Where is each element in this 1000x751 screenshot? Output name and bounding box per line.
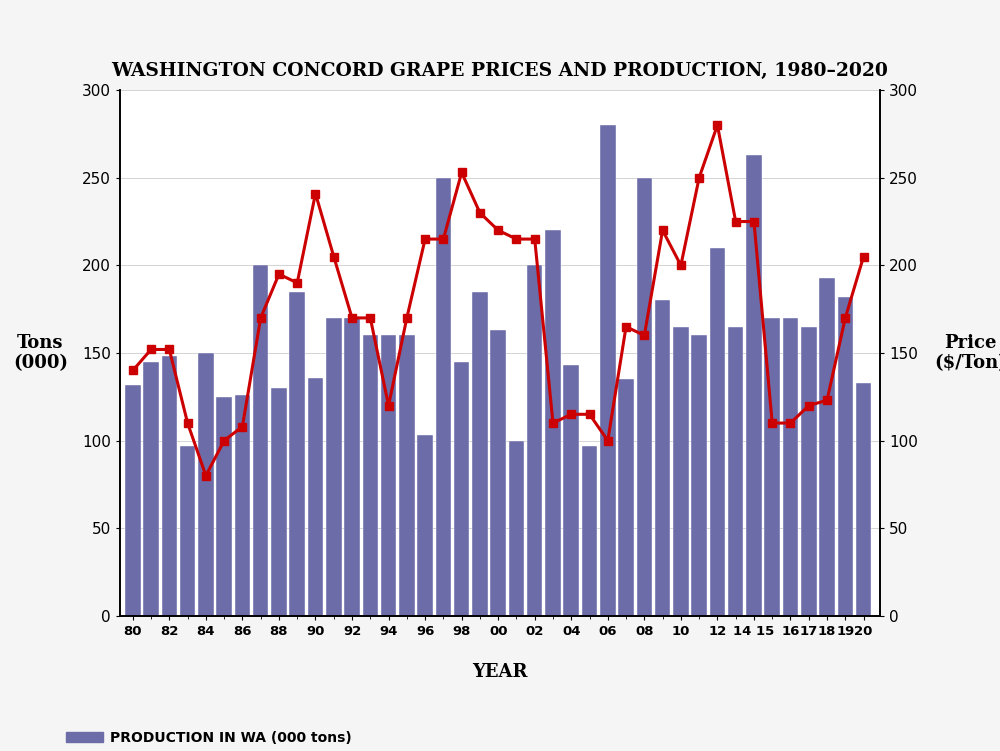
Bar: [819, 278, 835, 616]
Bar: [728, 327, 743, 616]
Bar: [746, 155, 762, 616]
Text: YEAR: YEAR: [472, 663, 528, 681]
Bar: [381, 336, 396, 616]
Bar: [344, 318, 360, 616]
Bar: [271, 388, 287, 616]
Bar: [710, 248, 725, 616]
Bar: [582, 446, 597, 616]
Bar: [490, 330, 506, 616]
Bar: [216, 397, 232, 616]
Bar: [618, 379, 634, 616]
Bar: [691, 336, 707, 616]
Bar: [472, 291, 488, 616]
Bar: [545, 231, 561, 616]
Bar: [856, 383, 871, 616]
Bar: [563, 365, 579, 616]
Bar: [289, 291, 305, 616]
Bar: [454, 362, 469, 616]
Bar: [764, 318, 780, 616]
Bar: [162, 357, 177, 616]
Bar: [527, 265, 542, 616]
Bar: [308, 378, 323, 616]
Bar: [253, 265, 268, 616]
Bar: [673, 327, 689, 616]
Bar: [801, 327, 817, 616]
Title: WASHINGTON CONCORD GRAPE PRICES AND PRODUCTION, 1980–2020: WASHINGTON CONCORD GRAPE PRICES AND PROD…: [112, 62, 888, 80]
Bar: [637, 178, 652, 616]
Bar: [326, 318, 342, 616]
Bar: [125, 385, 141, 616]
Bar: [783, 318, 798, 616]
Bar: [235, 395, 250, 616]
Bar: [655, 300, 670, 616]
Bar: [417, 436, 433, 616]
Y-axis label: Price
($/Ton): Price ($/Ton): [934, 333, 1000, 372]
Bar: [600, 125, 616, 616]
Bar: [436, 178, 451, 616]
Bar: [143, 362, 159, 616]
Legend: PRODUCTION IN WA (000 tons), CASH PRICE ($/ton): PRODUCTION IN WA (000 tons), CASH PRICE …: [66, 731, 352, 751]
Bar: [363, 336, 378, 616]
Y-axis label: Tons
(000): Tons (000): [13, 333, 68, 372]
Bar: [399, 336, 415, 616]
Bar: [838, 297, 853, 616]
Bar: [180, 446, 195, 616]
Bar: [198, 353, 214, 616]
Bar: [509, 441, 524, 616]
